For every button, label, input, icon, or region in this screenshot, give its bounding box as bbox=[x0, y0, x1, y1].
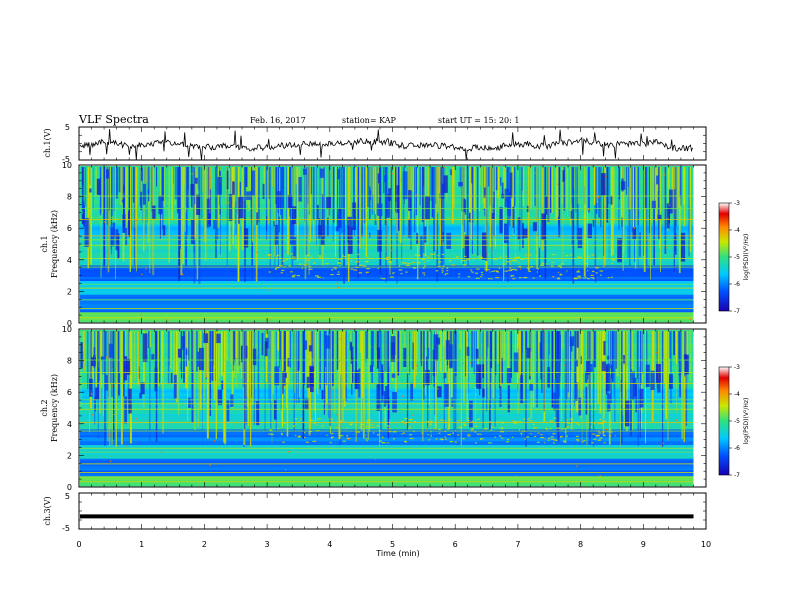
ch2-ytick: 0 bbox=[67, 483, 72, 492]
x-tick-label: 7 bbox=[515, 540, 520, 549]
x-tick-labels: 0 1 2 3 4 5 6 7 8 9 10 bbox=[76, 540, 711, 549]
colorbar-tick: -4 bbox=[734, 391, 740, 398]
ch2-ytick: 8 bbox=[67, 357, 72, 366]
x-axis-label: Time (min) bbox=[375, 549, 419, 558]
ch2-colorbar-gradient bbox=[718, 366, 730, 476]
x-tick-label: 9 bbox=[641, 540, 646, 549]
colorbar-tick: -4 bbox=[734, 227, 740, 234]
ch1-colorbar-gradient bbox=[718, 202, 730, 312]
x-tick-label: 1 bbox=[139, 540, 144, 549]
ch1-ytick-bottom: -5 bbox=[62, 155, 70, 164]
ch2-colorbar: log(PSD)(V²/Hz) bbox=[718, 366, 750, 476]
ch1-ytick: 8 bbox=[67, 193, 72, 202]
date-label: Feb. 16, 2017 bbox=[250, 116, 306, 125]
x-tick-label: 2 bbox=[202, 540, 207, 549]
ch1-waveform-ylabel: ch.1(V) bbox=[43, 128, 52, 157]
ch2-ytick: 4 bbox=[67, 420, 72, 429]
figure-title: VLF Spectra bbox=[78, 113, 149, 126]
ch1-spectrogram-panel: ch.1 Frequency (kHz) bbox=[40, 164, 707, 324]
ch2-spectrogram-image bbox=[80, 330, 694, 487]
ch1-ytick: 4 bbox=[67, 256, 72, 265]
ch3-ytick-top: 5 bbox=[65, 492, 70, 501]
x-tick-label: 5 bbox=[390, 540, 395, 549]
x-tick-label: 6 bbox=[453, 540, 458, 549]
colorbar-tick: -6 bbox=[734, 281, 740, 288]
ch3-waveform-panel: 5 -5 ch.3(V) bbox=[43, 492, 707, 533]
colorbar-tick: -3 bbox=[734, 364, 740, 371]
start-ut-label: start UT = 15: 20: 1 bbox=[438, 116, 519, 125]
ch3-waveform-frame bbox=[78, 492, 707, 530]
ch1-ytick: 2 bbox=[67, 287, 72, 296]
ch1-ytick-top: 5 bbox=[65, 123, 70, 132]
ch1-frequency-label: Frequency (kHz) bbox=[50, 210, 59, 278]
ch1-spectrogram-image bbox=[80, 166, 694, 323]
ch2-channel-label: ch.2 bbox=[40, 399, 49, 416]
ch2-frequency-label: Frequency (kHz) bbox=[50, 374, 59, 442]
ch2-colorbar-label: log(PSD)(V²/Hz) bbox=[743, 398, 750, 445]
x-tick-label: 10 bbox=[701, 540, 711, 549]
colorbar-tick: -5 bbox=[734, 418, 740, 425]
ch1-colorbar-label: log(PSD)(V²/Hz) bbox=[743, 234, 750, 281]
ch1-ytick: 10 bbox=[62, 161, 72, 170]
colorbar-tick: -7 bbox=[734, 472, 740, 479]
colorbar-tick: -6 bbox=[734, 445, 740, 452]
colorbar-tick: -3 bbox=[734, 200, 740, 207]
ch3-waveform-ylabel: ch.3(V) bbox=[43, 496, 52, 525]
ch1-colorbar: log(PSD)(V²/Hz) bbox=[718, 202, 750, 312]
x-tick-label: 4 bbox=[327, 540, 332, 549]
ch2-spectrogram-panel: ch.2 Frequency (kHz) bbox=[40, 328, 707, 488]
colorbar-tick: -7 bbox=[734, 308, 740, 315]
ch3-ytick-bottom: -5 bbox=[62, 524, 70, 533]
x-tick-label: 8 bbox=[578, 540, 583, 549]
station-label: station= KAP bbox=[342, 116, 397, 125]
ch2-ytick: 6 bbox=[67, 388, 72, 397]
ch1-ytick: 6 bbox=[67, 224, 72, 233]
ch2-ytick: 10 bbox=[62, 325, 72, 334]
ch1-ytick: 0 bbox=[67, 319, 72, 328]
ch1-waveform-line bbox=[79, 128, 693, 161]
ch2-ytick: 2 bbox=[67, 451, 72, 460]
ch1-waveform-panel: 5 -5 ch.1(V) bbox=[43, 123, 707, 164]
colorbar-tick: -5 bbox=[734, 254, 740, 261]
x-tick-label: 0 bbox=[76, 540, 81, 549]
ch1-channel-label: ch.1 bbox=[40, 235, 49, 252]
x-tick-label: 3 bbox=[265, 540, 270, 549]
